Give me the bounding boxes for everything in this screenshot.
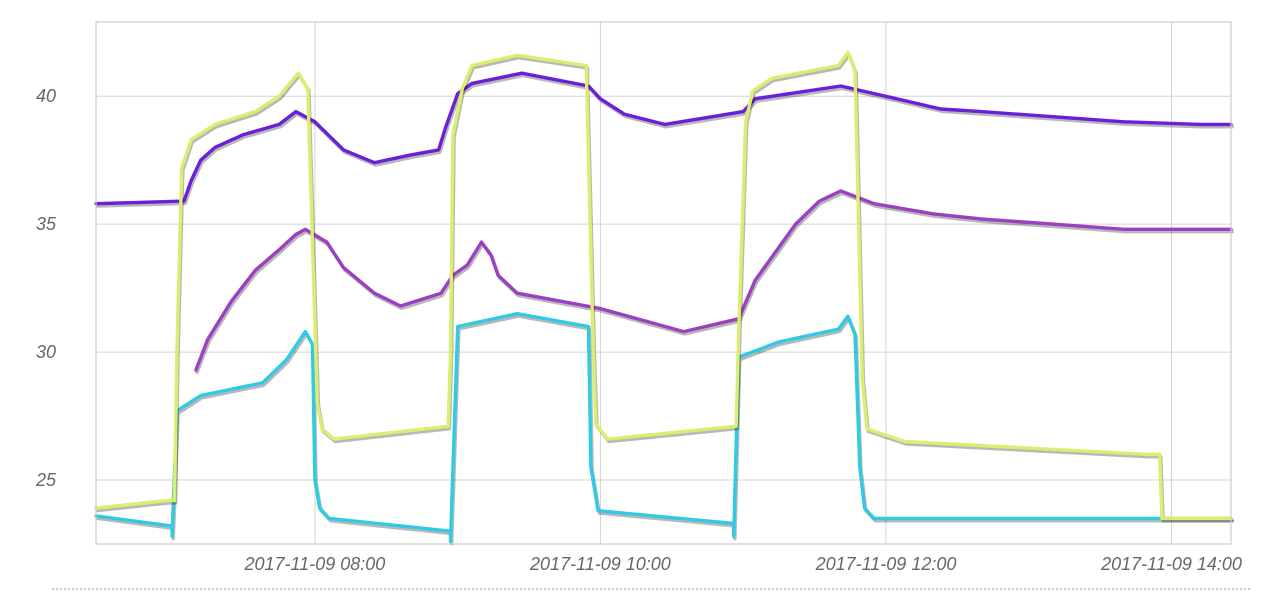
x-tick-label: 2017-11-09 12:00 (815, 554, 957, 574)
y-tick-label: 40 (36, 86, 56, 106)
series-3-line (94, 312, 1233, 544)
series-2-line (194, 189, 1233, 372)
series-1-shadow (95, 73, 1234, 208)
y-tick-label: 25 (35, 470, 57, 490)
y-tick-label: 35 (36, 214, 57, 234)
plot-frame (95, 21, 1232, 545)
y-tick-label: 30 (36, 342, 56, 362)
footer-divider (52, 588, 1250, 590)
x-tick-label: 2017-11-09 10:00 (529, 554, 671, 574)
x-tick-label: 2017-11-09 14:00 (1100, 554, 1242, 574)
x-tick-label: 2017-11-09 08:00 (244, 554, 386, 574)
x-axis-ticks: 2017-11-09 08:00 2017-11-09 10:00 2017-11-… (244, 554, 1242, 574)
y-axis-ticks: 25 30 35 40 (35, 86, 57, 490)
series-1-line (94, 71, 1233, 206)
series-4-line (94, 51, 1233, 521)
grid-lines (96, 22, 1231, 544)
series-lines (94, 51, 1234, 546)
series-3-shadow (95, 314, 1234, 546)
series-2-shadow (195, 191, 1234, 375)
